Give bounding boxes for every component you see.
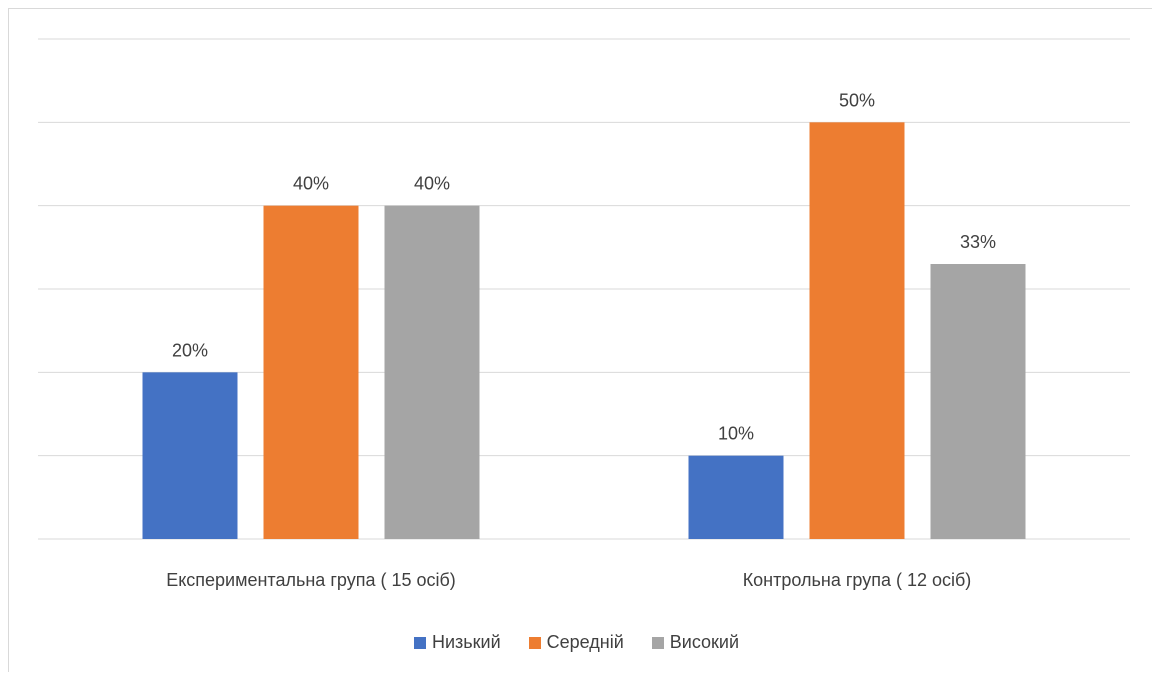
category-label: Експериментальна група ( 15 осіб) [166, 570, 456, 590]
category-label: Контрольна група ( 12 осіб) [743, 570, 972, 590]
legend-item: Низький [413, 632, 501, 653]
legend: Низький Середній Високий [0, 632, 1153, 653]
legend-label: Високий [669, 632, 740, 652]
legend-swatch [528, 636, 541, 649]
legend-swatch [651, 636, 664, 649]
data-label: 40% [414, 174, 450, 194]
legend-label: Середній [546, 632, 624, 652]
bar-0-1 [688, 455, 784, 539]
legend-label: Низький [431, 632, 501, 652]
bar-1-1 [809, 122, 905, 539]
legend-item: Високий [651, 632, 740, 653]
bar-2-1 [930, 264, 1026, 539]
data-label: 20% [172, 340, 208, 360]
data-label: 40% [293, 174, 329, 194]
data-label: 33% [960, 232, 996, 252]
data-label: 50% [839, 90, 875, 110]
bar-1-0 [263, 205, 359, 539]
legend-item: Середній [528, 632, 624, 653]
data-label: 10% [718, 424, 754, 444]
legend-swatch [413, 636, 426, 649]
bar-2-0 [384, 205, 480, 539]
bar-0-0 [142, 372, 238, 539]
